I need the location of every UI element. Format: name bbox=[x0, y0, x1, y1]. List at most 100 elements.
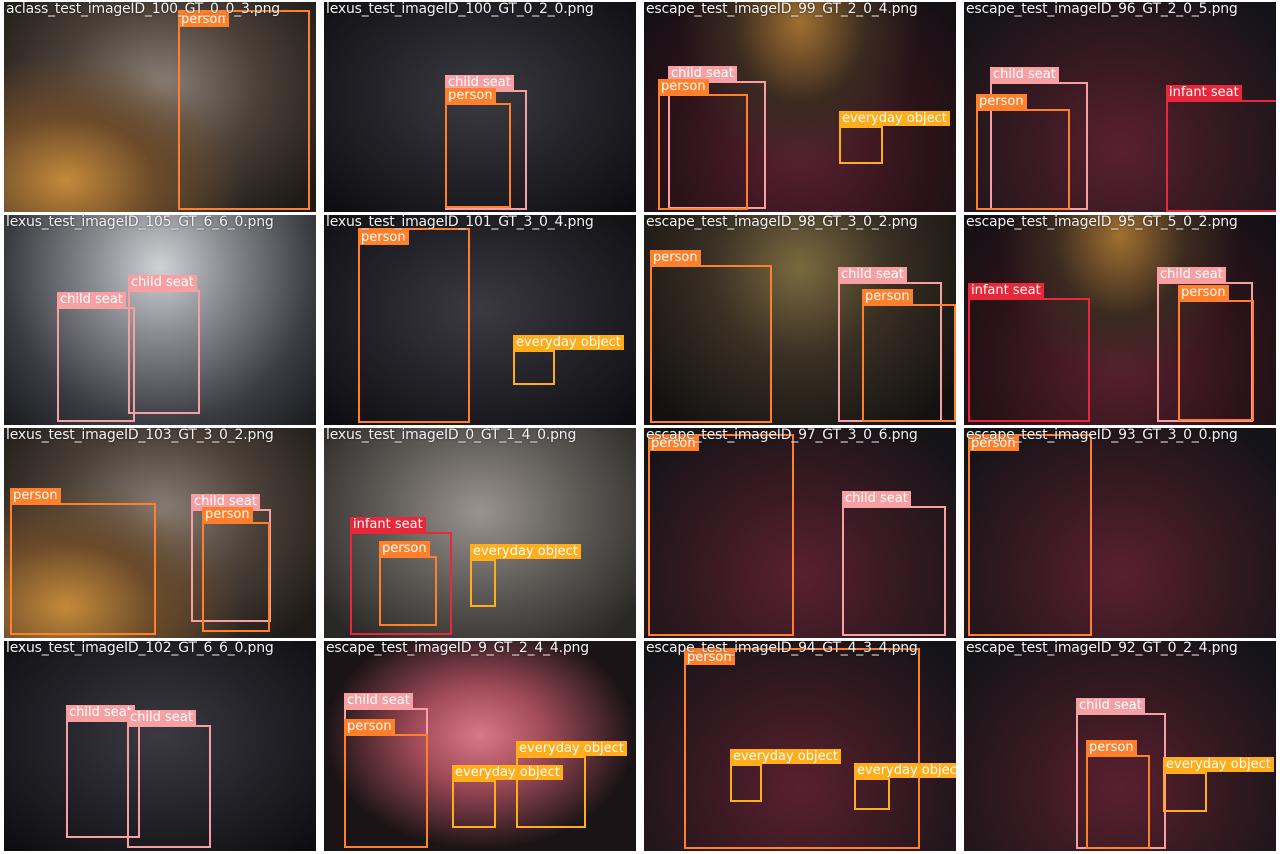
image-filename: escape_test_imageID_94_GT_4_3_4.png bbox=[646, 641, 918, 656]
everyday-object-bounding-box: everyday object bbox=[1163, 757, 1274, 812]
box-label: person bbox=[202, 507, 253, 522]
image-tile: escape_test_imageID_9_GT_2_4_4.png child … bbox=[324, 641, 636, 851]
child-seat-bounding-box: child seat bbox=[66, 705, 140, 838]
person-bounding-box: person bbox=[379, 541, 437, 626]
child-seat-bounding-box: child seat bbox=[127, 710, 211, 848]
person-bounding-box: person bbox=[862, 289, 956, 422]
everyday-object-bounding-box: everyday object bbox=[470, 544, 581, 607]
box-label: everyday object bbox=[1163, 757, 1274, 772]
image-filename: escape_test_imageID_98_GT_3_0_2.png bbox=[646, 215, 918, 230]
image-tile: lexus_test_imageID_101_GT_3_0_4.png perso… bbox=[324, 215, 636, 425]
person-bounding-box: person bbox=[445, 88, 511, 208]
image-filename: lexus_test_imageID_103_GT_3_0_2.png bbox=[6, 428, 274, 443]
image-filename: lexus_test_imageID_0_GT_1_4_0.png bbox=[326, 428, 577, 443]
box-label: person bbox=[445, 88, 496, 103]
box-label: person bbox=[684, 650, 735, 665]
car-interior-photo bbox=[964, 215, 1276, 425]
everyday-object-bounding-box: everyday object bbox=[452, 765, 563, 828]
box-label: child seat bbox=[127, 710, 196, 725]
car-interior-photo bbox=[324, 215, 636, 425]
box-label: person bbox=[1178, 285, 1229, 300]
image-filename: lexus_test_imageID_100_GT_0_2_0.png bbox=[326, 2, 594, 17]
box-label: person bbox=[178, 12, 229, 27]
box-label: child seat bbox=[191, 494, 260, 509]
everyday-object-bounding-box: everyday object bbox=[839, 111, 950, 164]
box-label: person bbox=[1086, 740, 1137, 755]
car-interior-photo bbox=[4, 215, 316, 425]
person-bounding-box: person bbox=[344, 719, 428, 848]
everyday-object-bounding-box: everyday object bbox=[854, 763, 956, 810]
child-seat-bounding-box: child seat bbox=[990, 67, 1088, 210]
box-label: infant seat bbox=[1166, 85, 1242, 100]
box-label: everyday object bbox=[730, 749, 841, 764]
box-label: infant seat bbox=[968, 283, 1044, 298]
image-filename: aclass_test_imageID_100_GT_0_0_3.png bbox=[6, 2, 280, 17]
box-label: person bbox=[379, 541, 430, 556]
person-bounding-box: person bbox=[658, 79, 748, 210]
box-label: everyday object bbox=[854, 763, 956, 778]
child-seat-bounding-box: child seat bbox=[445, 75, 527, 210]
image-filename: escape_test_imageID_93_GT_3_0_0.png bbox=[966, 428, 1238, 443]
box-label: everyday object bbox=[516, 741, 627, 756]
person-bounding-box: person bbox=[178, 10, 310, 210]
box-label: child seat bbox=[1076, 698, 1145, 713]
person-bounding-box: person bbox=[650, 250, 772, 423]
box-label: person bbox=[658, 79, 709, 94]
person-bounding-box: person bbox=[1086, 740, 1150, 849]
image-filename: escape_test_imageID_9_GT_2_4_4.png bbox=[326, 641, 589, 656]
image-filename: escape_test_imageID_97_GT_3_0_6.png bbox=[646, 428, 918, 443]
box-label: person bbox=[344, 719, 395, 734]
box-label: child seat bbox=[842, 491, 911, 506]
infant-seat-bounding-box: infant seat bbox=[350, 517, 452, 635]
box-label: everyday object bbox=[839, 111, 950, 126]
box-label: everyday object bbox=[452, 765, 563, 780]
image-tile: escape_test_imageID_97_GT_3_0_6.png perso… bbox=[644, 428, 956, 638]
image-filename: lexus_test_imageID_101_GT_3_0_4.png bbox=[326, 215, 594, 230]
infant-seat-bounding-box: infant seat bbox=[968, 283, 1090, 422]
person-bounding-box: person bbox=[10, 488, 156, 635]
car-interior-photo bbox=[644, 641, 956, 851]
person-bounding-box: person bbox=[202, 507, 270, 632]
box-label: child seat bbox=[57, 292, 126, 307]
image-filename: escape_test_imageID_99_GT_2_0_4.png bbox=[646, 2, 918, 17]
box-label: person bbox=[862, 289, 913, 304]
car-interior-photo bbox=[644, 2, 956, 212]
box-label: person bbox=[650, 250, 701, 265]
box-label: everyday object bbox=[470, 544, 581, 559]
image-tile: escape_test_imageID_94_GT_4_3_4.png perso… bbox=[644, 641, 956, 851]
person-bounding-box: person bbox=[976, 94, 1070, 210]
child-seat-bounding-box: child seat bbox=[128, 275, 200, 414]
image-tile: lexus_test_imageID_105_GT_6_6_0.png child… bbox=[4, 215, 316, 425]
everyday-object-bounding-box: everyday object bbox=[730, 749, 841, 802]
box-label: child seat bbox=[128, 275, 197, 290]
image-filename: escape_test_imageID_92_GT_0_2_4.png bbox=[966, 641, 1238, 656]
box-label: infant seat bbox=[350, 517, 426, 532]
person-bounding-box: person bbox=[648, 434, 794, 636]
image-filename: escape_test_imageID_96_GT_2_0_5.png bbox=[966, 2, 1238, 17]
car-interior-photo bbox=[4, 2, 316, 212]
image-filename: escape_test_imageID_95_GT_5_0_2.png bbox=[966, 215, 1238, 230]
car-interior-photo bbox=[4, 641, 316, 851]
person-bounding-box: person bbox=[358, 228, 470, 423]
everyday-object-bounding-box: everyday object bbox=[516, 741, 627, 828]
box-label: person bbox=[10, 488, 61, 503]
person-bounding-box: person bbox=[1178, 285, 1254, 421]
box-label: child seat bbox=[838, 267, 907, 282]
image-tile: aclass_test_imageID_100_GT_0_0_3.png pers… bbox=[4, 2, 316, 212]
box-label: child seat bbox=[66, 705, 135, 720]
car-interior-photo bbox=[324, 2, 636, 212]
box-label: everyday object bbox=[513, 335, 624, 350]
person-bounding-box: person bbox=[684, 648, 920, 849]
box-label: person bbox=[976, 94, 1027, 109]
box-label: person bbox=[358, 230, 409, 245]
image-tile: lexus_test_imageID_102_GT_6_6_0.png child… bbox=[4, 641, 316, 851]
box-label: person bbox=[648, 436, 699, 451]
